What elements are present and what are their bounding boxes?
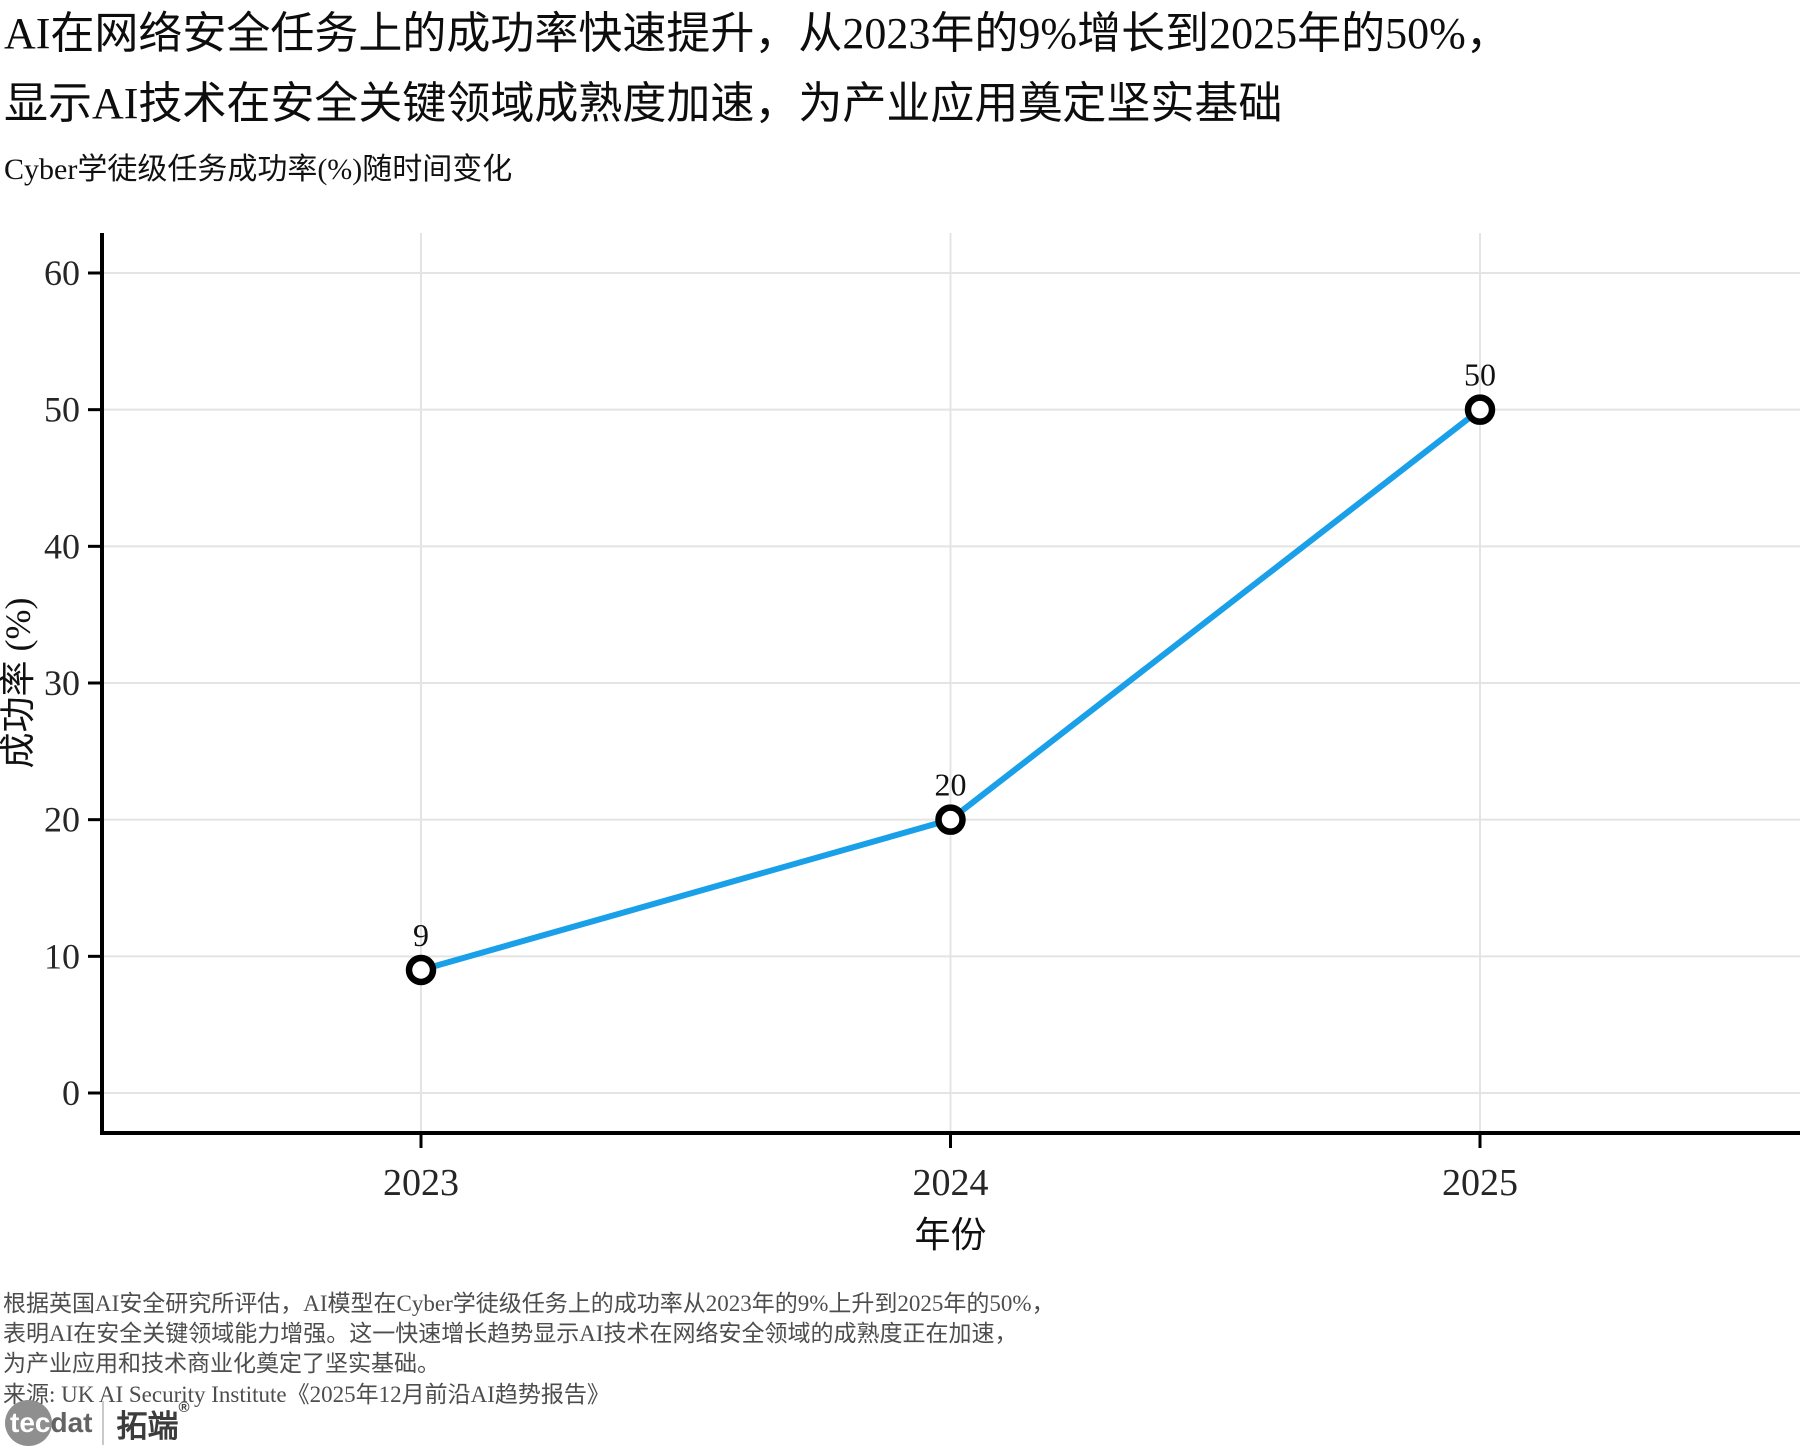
logo-separator bbox=[102, 1401, 105, 1445]
logo-brand-text: 拓端 bbox=[116, 1408, 179, 1444]
data-point-marker bbox=[405, 954, 437, 986]
footnote-line-2: 表明AI在安全关键领域能力增强。这一快速增长趋势显示AI技术在网络安全领域的成熟… bbox=[3, 1321, 1018, 1346]
y-tick-label: 10 bbox=[44, 936, 80, 976]
footnote-line-3: 为产业应用和技术商业化奠定了坚实基础。 bbox=[3, 1351, 440, 1376]
data-point-label: 20 bbox=[935, 767, 967, 803]
logo-brand: 拓端® bbox=[116, 1398, 190, 1446]
logo-text-dat: dat bbox=[50, 1407, 93, 1438]
x-axis-title: 年份 bbox=[914, 1215, 986, 1255]
y-tick-label: 20 bbox=[44, 800, 80, 840]
tecdat-logo-circle-icon bbox=[5, 1400, 52, 1446]
data-point-marker bbox=[1464, 394, 1496, 425]
chart-footnote: 根据英国AI安全研究所评估，AI模型在Cyber学徒级任务上的成功率从2023年… bbox=[3, 1289, 1055, 1410]
x-tick-label: 2025 bbox=[1442, 1162, 1518, 1204]
y-tick-label: 60 bbox=[44, 253, 80, 293]
y-axis-title: 成功率 (%) bbox=[0, 598, 38, 769]
logo-text-tec: tec bbox=[10, 1407, 51, 1438]
x-tick-label: 2023 bbox=[383, 1162, 459, 1204]
y-tick-label: 50 bbox=[44, 390, 80, 430]
y-tick-label: 30 bbox=[44, 663, 80, 703]
data-point-label: 50 bbox=[1464, 357, 1496, 393]
y-tick-label: 40 bbox=[44, 526, 80, 566]
chart-subtitle: Cyber学徒级任务成功率(%)随时间变化 bbox=[4, 153, 513, 186]
x-tick-label: 2024 bbox=[913, 1162, 989, 1204]
tecdat-logo-mark: tec dat bbox=[5, 1399, 92, 1447]
logo-registered-mark: ® bbox=[178, 1398, 190, 1416]
footnote-line-1: 根据英国AI安全研究所评估，AI模型在Cyber学徒级任务上的成功率从2023年… bbox=[3, 1291, 1055, 1316]
chart-title-line2: 显示AI技术在安全关键领域成熟度加速，为产业应用奠定坚实基础 bbox=[4, 79, 1283, 128]
y-tick-label: 0 bbox=[62, 1073, 80, 1113]
data-point-marker bbox=[935, 804, 966, 835]
data-point-label: 9 bbox=[413, 917, 429, 953]
chart-title-line1: AI在网络安全任务上的成功率快速提升，从2023年的9%增长到2025年的50%… bbox=[4, 9, 1510, 58]
tecdat-logo: tec dat 拓端® bbox=[5, 1399, 190, 1447]
